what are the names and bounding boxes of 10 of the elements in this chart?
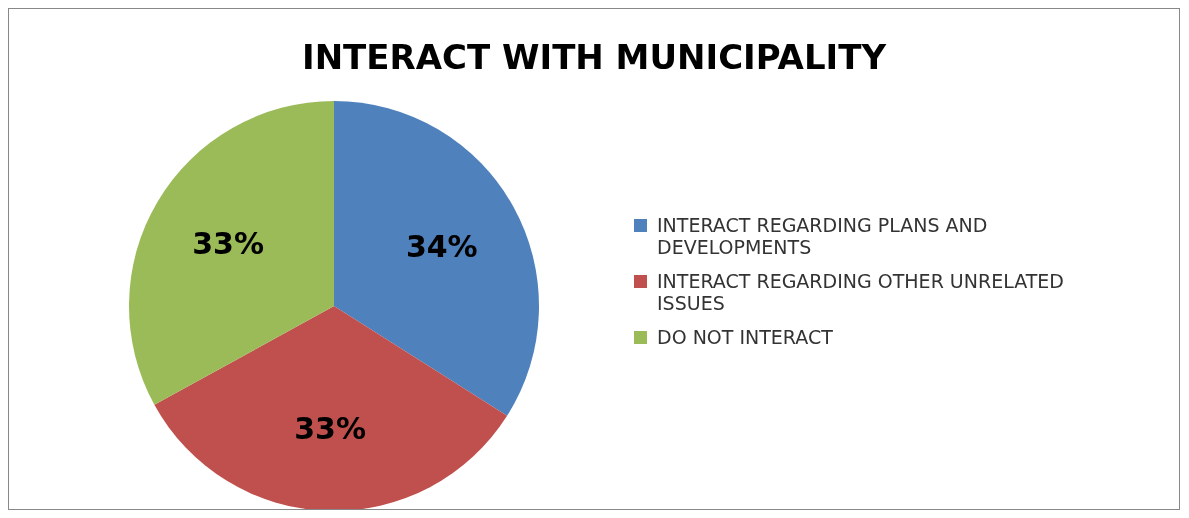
data-label: 34% xyxy=(405,229,478,265)
pie-slice xyxy=(334,101,539,416)
legend-label: DO NOT INTERACT xyxy=(657,326,833,348)
data-label: 33% xyxy=(192,225,265,261)
data-label: 33% xyxy=(294,411,367,447)
chart-title: INTERACT WITH MUNICIPALITY xyxy=(301,37,887,77)
legend-label: INTERACT REGARDING PLANS AND DEVELOPMENTS xyxy=(657,214,989,258)
pie-slice xyxy=(154,306,508,509)
legend-label: INTERACT REGARDING OTHER UNRELATED ISSUES xyxy=(657,270,1065,314)
pie-slice xyxy=(129,101,334,405)
